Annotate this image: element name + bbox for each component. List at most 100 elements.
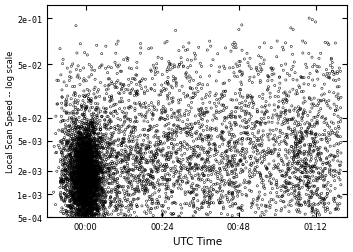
Point — [169, 213, 175, 217]
Point — [102, 194, 108, 198]
Point — [88, 174, 94, 178]
Point — [78, 187, 84, 191]
Point — [74, 190, 80, 194]
Point — [92, 194, 98, 198]
Point — [120, 188, 126, 192]
Point — [64, 103, 70, 107]
Point — [279, 195, 285, 199]
Point — [60, 154, 65, 158]
Point — [266, 147, 271, 151]
Point — [335, 131, 340, 135]
Point — [187, 204, 192, 208]
Point — [146, 128, 152, 132]
Point — [152, 164, 158, 168]
Point — [334, 108, 340, 112]
Point — [77, 179, 82, 183]
Point — [142, 168, 148, 172]
Point — [68, 76, 74, 80]
Point — [309, 189, 315, 193]
Point — [78, 171, 84, 175]
Point — [189, 191, 194, 195]
Point — [101, 111, 107, 115]
Point — [109, 80, 114, 84]
Point — [302, 168, 307, 172]
Point — [231, 71, 237, 75]
Point — [114, 43, 119, 47]
Point — [82, 213, 88, 217]
Point — [73, 183, 79, 187]
Point — [73, 118, 79, 122]
Point — [93, 169, 99, 173]
Point — [68, 206, 73, 210]
Point — [80, 158, 86, 162]
Point — [81, 174, 87, 178]
Point — [161, 131, 167, 135]
Point — [100, 207, 106, 211]
Point — [82, 194, 88, 198]
Point — [78, 159, 83, 163]
Point — [269, 79, 275, 83]
Point — [85, 173, 91, 177]
Point — [92, 121, 98, 125]
Point — [201, 147, 207, 151]
Point — [155, 200, 161, 204]
Point — [298, 141, 304, 145]
Point — [235, 150, 240, 154]
Point — [62, 172, 68, 176]
Point — [268, 204, 273, 208]
Point — [82, 152, 87, 156]
Point — [83, 181, 89, 185]
Point — [75, 102, 80, 106]
Point — [75, 205, 80, 209]
Point — [205, 158, 210, 162]
Point — [78, 200, 84, 204]
Point — [85, 156, 91, 160]
Point — [86, 137, 92, 141]
Point — [79, 211, 85, 215]
Point — [85, 161, 91, 165]
Point — [143, 86, 149, 90]
Point — [98, 201, 104, 205]
Point — [73, 176, 79, 180]
Point — [116, 128, 122, 132]
Point — [70, 127, 75, 131]
Point — [131, 210, 137, 214]
Point — [128, 130, 134, 134]
Point — [276, 118, 281, 122]
Point — [92, 167, 98, 171]
Point — [200, 165, 205, 169]
Point — [125, 117, 130, 121]
Point — [94, 140, 100, 144]
Point — [312, 116, 318, 120]
Point — [81, 128, 86, 132]
Point — [297, 150, 302, 154]
Point — [187, 155, 193, 159]
Point — [315, 188, 320, 192]
Point — [77, 190, 83, 194]
Point — [253, 146, 259, 150]
Point — [319, 175, 325, 179]
Point — [103, 170, 109, 174]
Point — [136, 168, 142, 172]
Point — [77, 191, 83, 195]
Point — [76, 165, 82, 169]
Point — [72, 148, 78, 152]
Point — [144, 159, 149, 163]
Point — [89, 188, 94, 192]
Point — [83, 137, 89, 141]
Point — [92, 201, 98, 205]
Point — [206, 140, 212, 144]
Point — [85, 205, 90, 209]
Point — [89, 188, 94, 192]
Point — [122, 167, 128, 171]
Point — [79, 162, 85, 166]
Point — [293, 135, 299, 139]
Point — [81, 169, 86, 173]
Point — [97, 156, 103, 160]
Point — [64, 139, 69, 143]
Point — [267, 179, 272, 183]
Point — [245, 61, 251, 66]
Point — [259, 177, 264, 181]
Point — [197, 178, 203, 182]
Point — [97, 154, 102, 158]
